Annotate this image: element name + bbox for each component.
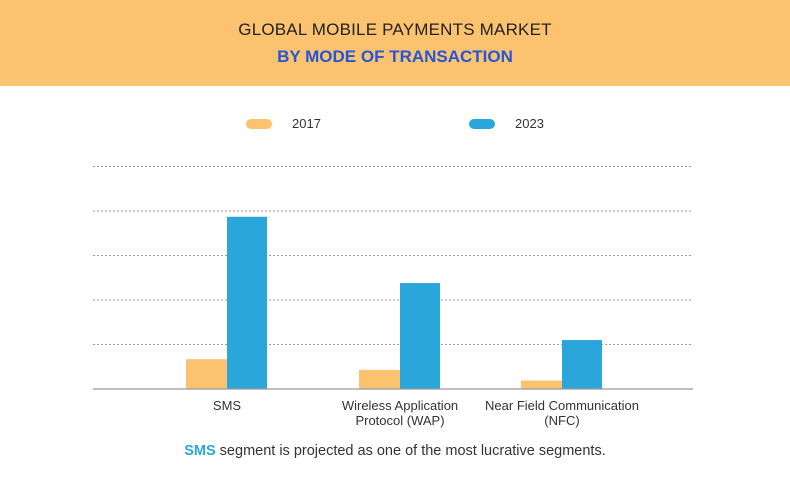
bar-2023-1 bbox=[400, 283, 440, 389]
bar-2023-0 bbox=[227, 216, 267, 389]
category-label-wap: Wireless Application Protocol (WAP) bbox=[341, 398, 459, 428]
footer-note: SMS segment is projected as one of the m… bbox=[0, 443, 790, 459]
bar-2017-1 bbox=[359, 369, 400, 389]
legend-label-2023: 2023 bbox=[515, 116, 544, 131]
legend-label-2017: 2017 bbox=[292, 116, 321, 131]
footer-highlight: SMS bbox=[184, 443, 216, 459]
footer-text: segment is projected as one of the most … bbox=[215, 443, 606, 459]
legend-swatch-2017 bbox=[246, 118, 272, 129]
bar-2017-2 bbox=[521, 380, 562, 389]
legend-item-2023: 2023 bbox=[469, 116, 544, 131]
legend-item-2017: 2017 bbox=[246, 116, 321, 131]
category-label-sms: SMS bbox=[212, 398, 242, 413]
chart-title: GLOBAL MOBILE PAYMENTS MARKET bbox=[238, 20, 552, 39]
legend-swatch-2023 bbox=[469, 118, 495, 129]
category-label-nfc: Near Field Communication (NFC) bbox=[485, 398, 639, 428]
header-banner: GLOBAL MOBILE PAYMENTS MARKET BY MODE OF… bbox=[0, 0, 790, 86]
bar-2023-2 bbox=[562, 340, 602, 389]
bar-2017-0 bbox=[186, 359, 227, 389]
chart-subtitle: BY MODE OF TRANSACTION bbox=[277, 47, 513, 66]
